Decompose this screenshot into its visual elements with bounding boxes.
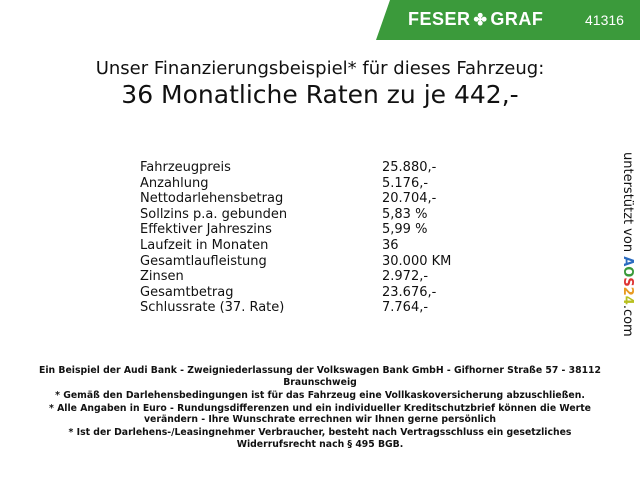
- row-value: 5.176,-: [382, 175, 429, 191]
- finance-table: Fahrzeugpreis 25.880,- Anzahlung 5.176,- N…: [140, 160, 500, 316]
- table-row: Sollzins p.a. gebunden 5,83 %: [140, 207, 500, 223]
- sponsor-note: unterstützt von AOS24.com: [620, 152, 635, 337]
- row-label: Schlussrate (37. Rate): [140, 300, 285, 316]
- row-label: Effektiver Jahreszins: [140, 222, 272, 238]
- footer-disclaimer: Ein Beispiel der Audi Bank - Zweignieder…: [30, 365, 610, 452]
- row-value: 20.704,-: [382, 191, 437, 207]
- row-label: Anzahlung: [140, 175, 209, 191]
- row-label: Sollzins p.a. gebunden: [140, 206, 288, 222]
- brand-logo: FESER ✤ GRAF: [408, 9, 543, 30]
- row-value: 5,83 %: [382, 206, 428, 222]
- row-value: 7.764,-: [382, 300, 429, 316]
- sponsor-suffix: .com: [620, 304, 635, 337]
- footer-line: Ein Beispiel der Audi Bank - Zweignieder…: [39, 365, 601, 388]
- table-row: Effektiver Jahreszins 5,99 %: [140, 222, 500, 238]
- title-line1: Unser Finanzierungsbeispiel* für dieses …: [95, 58, 545, 79]
- row-value: 36: [382, 237, 399, 253]
- row-value: 25.880,-: [382, 160, 437, 175]
- brand-right: GRAF: [490, 9, 544, 29]
- table-row: Laufzeit in Monaten 36: [140, 238, 500, 254]
- table-row: Fahrzeugpreis 25.880,-: [140, 160, 500, 176]
- table-row: Zinsen 2.972,-: [140, 269, 500, 285]
- table-row: Nettodarlehensbetrag 20.704,-: [140, 191, 500, 207]
- table-row: Anzahlung 5.176,-: [140, 176, 500, 192]
- table-row: Gesamtbetrag 23.676,-: [140, 285, 500, 301]
- table-row: Gesamtlaufleistung 30.000 KM: [140, 254, 500, 270]
- row-label: Laufzeit in Monaten: [140, 237, 269, 253]
- row-value: 23.676,-: [382, 284, 437, 300]
- row-value: 30.000 KM: [382, 253, 452, 269]
- footer-line: * Gemäß den Darlehensbedingungen ist für…: [55, 389, 585, 401]
- row-value: 5,99 %: [382, 222, 428, 238]
- row-label: Fahrzeugpreis: [140, 160, 231, 175]
- footer-line: * Alle Angaben in Euro - Rundungsdiffere…: [49, 402, 591, 426]
- row-label: Gesamtbetrag: [140, 284, 234, 300]
- row-label: Gesamtlaufleistung: [140, 253, 267, 269]
- footer-line: * Ist der Darlehens-/Leasingnehmer Verbr…: [68, 427, 572, 450]
- table-row: Schlussrate (37. Rate) 7.764,-: [140, 300, 500, 316]
- vehicle-number: 41316: [585, 12, 624, 28]
- row-value: 2.972,-: [382, 269, 429, 285]
- row-label: Zinsen: [140, 269, 184, 285]
- brand-left: FESER: [408, 9, 471, 29]
- sponsor-text: unterstützt von: [620, 152, 635, 253]
- row-label: Nettodarlehensbetrag: [140, 191, 284, 207]
- header-band: [376, 0, 640, 40]
- aos24-logo: AOS24: [620, 256, 635, 305]
- title-line2: 36 Monatliche Raten zu je 442,-: [121, 80, 519, 109]
- clover-icon: ✤: [473, 12, 488, 29]
